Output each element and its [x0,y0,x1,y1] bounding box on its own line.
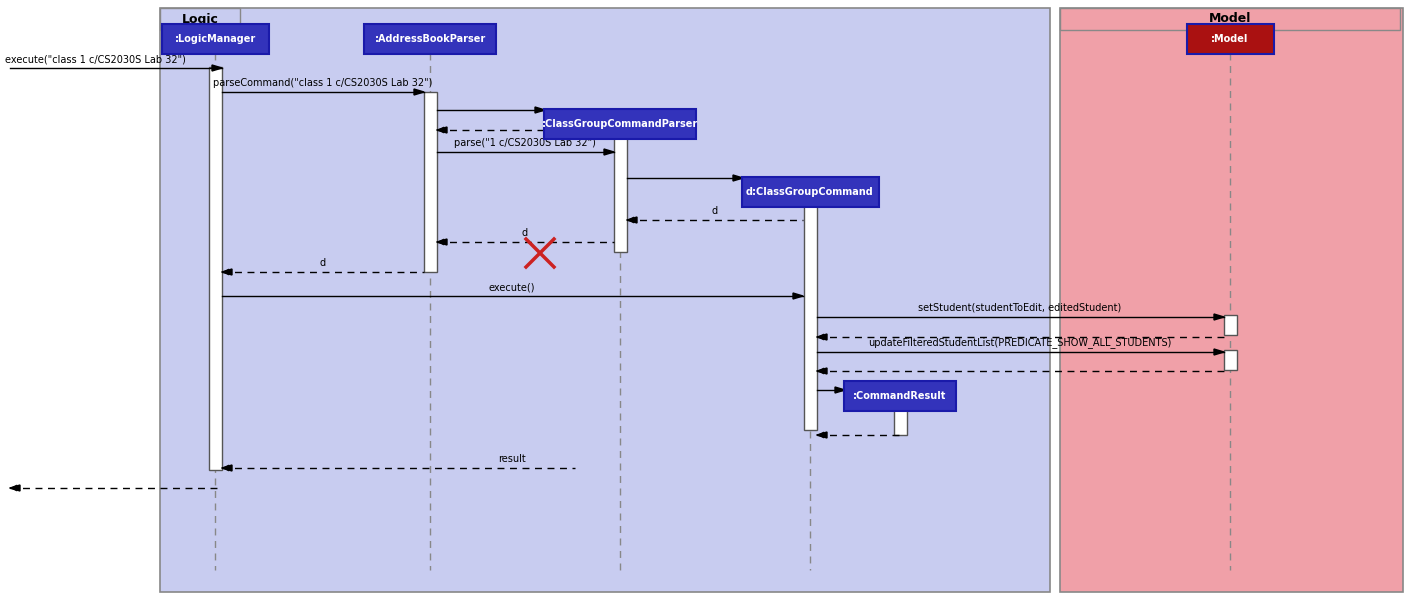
Polygon shape [212,65,222,71]
FancyBboxPatch shape [844,381,957,411]
Bar [159,8,240,30]
Text: d: d [713,206,718,216]
Polygon shape [222,269,231,275]
Text: Model: Model [1209,13,1252,25]
Text: d:ClassGroupCommand: d:ClassGroupCommand [746,187,873,197]
Polygon shape [835,387,845,393]
Bar [1060,8,1400,30]
Text: :CommandResult: :CommandResult [854,391,947,401]
Polygon shape [732,175,744,181]
Text: :AddressBookParser: :AddressBookParser [374,34,485,44]
Polygon shape [222,465,231,471]
Polygon shape [817,432,827,438]
Bar [423,92,436,272]
Text: :LogicManager: :LogicManager [175,34,255,44]
Bar [159,8,1050,592]
Polygon shape [817,334,827,340]
Bar [614,127,626,252]
Polygon shape [817,368,827,374]
Text: execute("class 1 c/CS2030S Lab 32"): execute("class 1 c/CS2030S Lab 32") [6,54,186,64]
Polygon shape [604,149,614,155]
Text: execute(): execute() [488,282,535,292]
Text: d: d [522,228,528,238]
Polygon shape [793,293,803,299]
Polygon shape [1213,349,1223,355]
Text: result: result [498,454,526,464]
Polygon shape [437,127,447,133]
Polygon shape [1213,314,1223,320]
Bar [1223,350,1236,370]
Polygon shape [413,89,423,95]
Bar [1223,315,1236,335]
Polygon shape [10,485,20,491]
FancyBboxPatch shape [364,24,497,54]
FancyBboxPatch shape [1187,24,1274,54]
Text: :Model: :Model [1211,34,1249,44]
Text: d: d [320,258,326,268]
Text: updateFilteredStudentList(PREDICATE_SHOW_ALL_STUDENTS): updateFilteredStudentList(PREDICATE_SHOW… [868,337,1171,348]
Bar [209,67,222,470]
Text: Logic: Logic [182,13,219,25]
Polygon shape [626,217,636,223]
Bar [1060,8,1403,592]
Polygon shape [437,239,447,245]
Polygon shape [535,107,545,113]
FancyBboxPatch shape [161,24,268,54]
Bar [893,410,906,435]
Text: setStudent(studentToEdit, editedStudent): setStudent(studentToEdit, editedStudent) [919,303,1122,313]
FancyBboxPatch shape [545,109,696,139]
Bar [803,196,817,430]
Text: parseCommand("class 1 c/CS2030S Lab 32"): parseCommand("class 1 c/CS2030S Lab 32") [213,78,433,88]
Text: :ClassGroupCommandParser: :ClassGroupCommandParser [542,119,698,129]
Text: parse("1 c/CS2030S Lab 32"): parse("1 c/CS2030S Lab 32") [454,138,595,148]
FancyBboxPatch shape [742,177,879,207]
